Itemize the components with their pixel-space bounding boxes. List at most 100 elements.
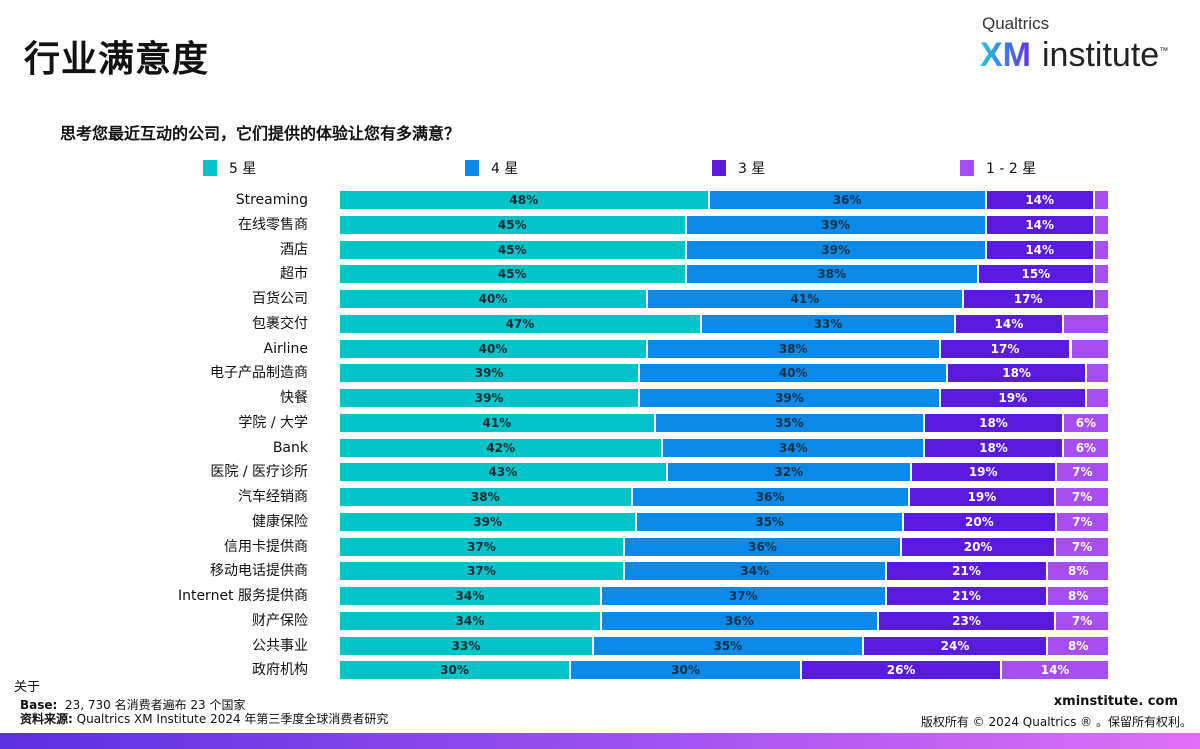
category-label: 政府机构 bbox=[252, 662, 308, 679]
bar-segment: 19% bbox=[940, 389, 1087, 407]
bar-segment: 33% bbox=[340, 636, 595, 655]
bar-segment bbox=[1094, 265, 1110, 284]
bar-segment: 47% bbox=[340, 314, 702, 333]
footer-site-link[interactable]: xminstitute. com bbox=[1053, 694, 1178, 709]
bar-segment: 6% bbox=[1063, 413, 1110, 432]
bar-segment: 38% bbox=[340, 488, 633, 506]
bar-segment bbox=[1094, 290, 1110, 308]
chart-title: 思考您最近互动的公司，它们提供的体验让您有多满意？ bbox=[60, 124, 461, 143]
category-label: 电子产品制造商 bbox=[210, 365, 308, 382]
bar-segment: 38% bbox=[648, 339, 941, 358]
bar-segment: 7% bbox=[1056, 488, 1110, 506]
bar-segment: 37% bbox=[601, 587, 887, 605]
bar-segment: 7% bbox=[1056, 463, 1110, 482]
legend-label: 1 - 2 星 bbox=[986, 161, 1037, 177]
bar-segment: 40% bbox=[340, 339, 648, 358]
category-label: 包裹交付 bbox=[252, 315, 308, 332]
bar-segment: 24% bbox=[863, 636, 1049, 655]
bar-segment: 42% bbox=[340, 438, 664, 457]
footer-about: 关于 bbox=[14, 680, 41, 695]
bar-segment: 35% bbox=[594, 636, 864, 655]
bar-segment: 18% bbox=[925, 438, 1064, 457]
bar-segment: 45% bbox=[340, 240, 687, 259]
bar-segment: 39% bbox=[340, 512, 638, 531]
bar-segment: 19% bbox=[909, 488, 1057, 506]
bar-segment: 32% bbox=[667, 463, 912, 482]
bar-segment: 34% bbox=[663, 438, 926, 457]
bar-segment: 45% bbox=[340, 265, 687, 284]
bar-segment: 36% bbox=[601, 611, 879, 630]
bar-segment: 17% bbox=[963, 290, 1095, 308]
bar-segment bbox=[1094, 240, 1110, 259]
bar-segment: 7% bbox=[1056, 611, 1110, 630]
bar-segment: 48% bbox=[340, 191, 710, 209]
bar-segment: 36% bbox=[632, 488, 910, 506]
bar-segment: 43% bbox=[340, 463, 668, 482]
bar-segment: 14% bbox=[1002, 661, 1110, 680]
category-label: 移动电话提供商 bbox=[210, 563, 308, 580]
bar-segment: 41% bbox=[648, 290, 964, 308]
bar-segment: 36% bbox=[709, 191, 987, 209]
logo-xm: XM bbox=[980, 36, 1031, 74]
bar-segment: 33% bbox=[701, 314, 956, 333]
legend-label: 5 星 bbox=[229, 161, 257, 177]
bar-segment: 35% bbox=[655, 413, 926, 432]
bar-segment bbox=[1094, 191, 1110, 209]
legend-item: 4 星 bbox=[465, 158, 518, 178]
category-label: 快餐 bbox=[280, 390, 308, 406]
bar-segment: 45% bbox=[340, 215, 687, 234]
bar-segment: 30% bbox=[571, 661, 802, 680]
bar-segment: 41% bbox=[340, 413, 656, 432]
bar-segment bbox=[1094, 215, 1110, 234]
legend-swatch bbox=[465, 160, 479, 176]
bar-segment: 34% bbox=[624, 562, 887, 581]
bar-segment: 14% bbox=[986, 215, 1095, 234]
category-label: 健康保险 bbox=[252, 513, 308, 530]
bar-segment: 6% bbox=[1063, 438, 1110, 457]
legend-swatch bbox=[960, 160, 974, 176]
bar-segment: 8% bbox=[1048, 636, 1110, 655]
logo-institute: institute™ bbox=[1042, 36, 1169, 74]
category-label: Streaming bbox=[235, 192, 308, 208]
bar-segment: 8% bbox=[1048, 587, 1110, 605]
legend-item: 5 星 bbox=[203, 158, 256, 178]
category-label: Internet 服务提供商 bbox=[177, 588, 308, 604]
legend-swatch bbox=[712, 160, 726, 176]
bar-segment: 34% bbox=[340, 611, 602, 630]
bar-segment bbox=[1086, 364, 1110, 383]
bar-segment: 14% bbox=[986, 191, 1095, 209]
bar-segment: 26% bbox=[802, 661, 1003, 680]
bar-segment: 39% bbox=[340, 364, 641, 383]
bar-segment: 20% bbox=[902, 537, 1057, 556]
bar-segment: 15% bbox=[979, 265, 1095, 284]
category-label: 汽车经销商 bbox=[238, 489, 308, 505]
category-label: 酒店 bbox=[280, 241, 308, 258]
category-label: 医院 / 医疗诊所 bbox=[210, 464, 308, 481]
bar-segment: 37% bbox=[340, 537, 625, 556]
bar-segment: 39% bbox=[686, 215, 987, 234]
category-label: 在线零售商 bbox=[238, 216, 308, 233]
category-label: 公共事业 bbox=[252, 637, 308, 654]
bar-segment: 40% bbox=[640, 364, 949, 383]
footer-source: 资料来源: Qualtrics XM Institute 2024 年第三季度全… bbox=[20, 712, 389, 726]
bar-segment: 8% bbox=[1048, 562, 1110, 581]
category-label: 百货公司 bbox=[252, 291, 308, 307]
footer-base: Base: 23, 730 名消费者遍布 23 个国家 bbox=[20, 698, 246, 712]
legend-label: 3 星 bbox=[738, 161, 766, 177]
bar-segment: 7% bbox=[1056, 537, 1110, 556]
bar-segment: 14% bbox=[956, 314, 1064, 333]
category-label: 学院 / 大学 bbox=[238, 414, 308, 431]
bar-segment: 37% bbox=[340, 562, 625, 581]
bar-segment: 19% bbox=[911, 463, 1057, 482]
bar-segment: 36% bbox=[624, 537, 903, 556]
bar-segment: 21% bbox=[886, 587, 1049, 605]
bar-segment bbox=[1071, 339, 1110, 358]
legend-swatch bbox=[203, 160, 217, 176]
legend-item: 1 - 2 星 bbox=[960, 158, 1036, 178]
bar-segment: 35% bbox=[637, 512, 905, 531]
bar-segment: 21% bbox=[886, 562, 1049, 581]
bar-segment: 34% bbox=[340, 587, 602, 605]
bar-segment: 30% bbox=[340, 661, 571, 680]
bar-segment: 18% bbox=[948, 364, 1087, 383]
footer-copyright: 版权所有 © 2024 Qualtrics ® 。保留所有权利。 bbox=[920, 715, 1192, 729]
